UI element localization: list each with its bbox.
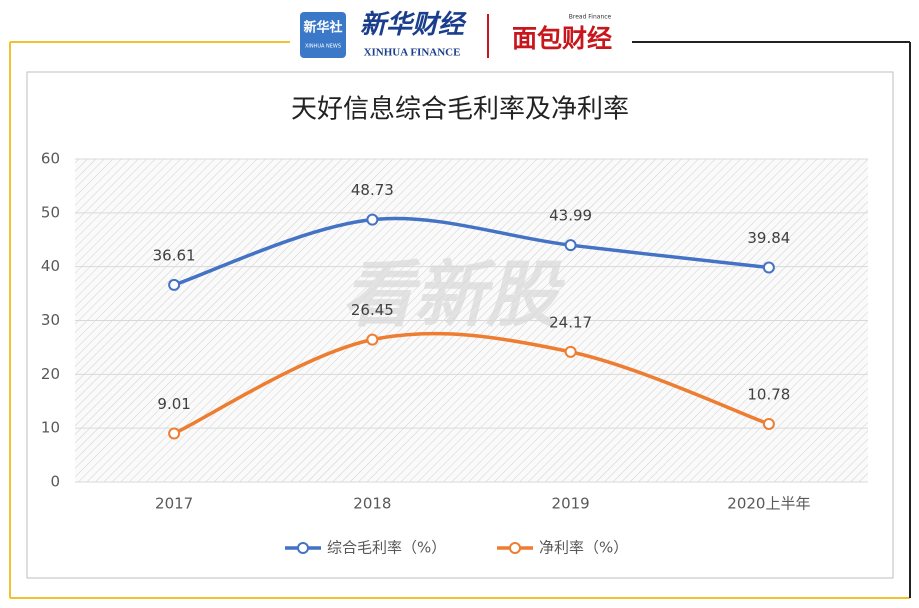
x-tick-label: 2018 xyxy=(353,495,391,513)
point xyxy=(564,345,577,358)
logo-text: XINHUA FINANCE xyxy=(364,47,461,59)
data-label: 43.99 xyxy=(549,207,592,225)
y-tick-label: 10 xyxy=(41,419,60,437)
data-label: 24.17 xyxy=(549,313,592,331)
x-tick-label: 2019 xyxy=(552,495,590,513)
logo-text: Bread Finance xyxy=(569,14,612,21)
data-label: 39.84 xyxy=(747,229,790,247)
legend-marker xyxy=(509,542,521,554)
legend-label: 净利率（%） xyxy=(539,539,628,557)
point xyxy=(762,261,775,274)
data-label: 10.78 xyxy=(747,385,790,403)
y-tick-label: 50 xyxy=(41,203,60,221)
y-tick-label: 60 xyxy=(41,150,60,168)
data-label: 48.73 xyxy=(351,181,394,199)
chart-title: 天好信息综合毛利率及净利率 xyxy=(291,95,629,125)
y-tick-label: 20 xyxy=(41,365,60,383)
legend-marker xyxy=(297,542,309,554)
point xyxy=(366,333,379,346)
point xyxy=(168,278,181,291)
y-tick-label: 30 xyxy=(41,311,60,329)
point xyxy=(762,417,775,430)
data-label: 9.01 xyxy=(157,395,190,413)
x-tick-label: 2017 xyxy=(155,495,193,513)
point xyxy=(564,239,577,252)
logo-box xyxy=(300,12,346,58)
y-tick-label: 40 xyxy=(41,257,60,275)
logo-text: 面包财经 xyxy=(512,24,612,53)
logo-text: 新华社 xyxy=(303,20,342,36)
series-line xyxy=(173,216,770,287)
point xyxy=(168,427,181,440)
data-label: 26.45 xyxy=(351,301,394,319)
x-tick-label: 2020上半年 xyxy=(727,495,810,513)
y-tick-label: 0 xyxy=(50,473,60,491)
point xyxy=(366,213,379,226)
series-line xyxy=(173,331,770,436)
data-label: 36.61 xyxy=(153,246,196,264)
logo-text: XINHUA NEWS xyxy=(305,44,341,50)
watermark: 看新股 xyxy=(342,253,565,337)
legend-label: 综合毛利率（%） xyxy=(327,539,446,557)
logo-text: 新华财经 xyxy=(360,10,467,40)
